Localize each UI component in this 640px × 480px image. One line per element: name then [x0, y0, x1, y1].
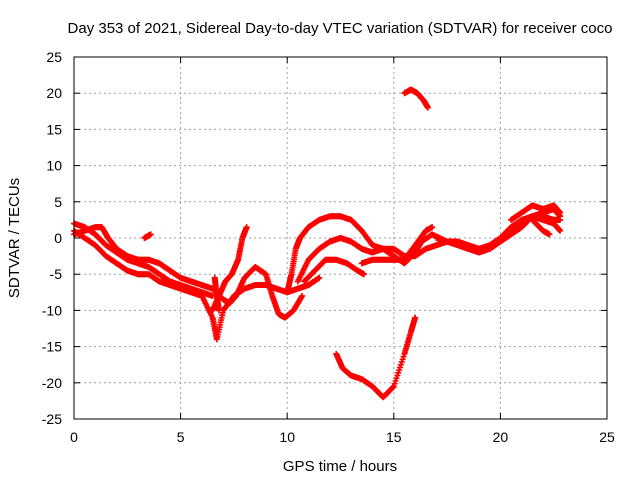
- data-point: [147, 231, 154, 238]
- data-point: [557, 227, 564, 234]
- data-point: [316, 274, 323, 281]
- y-tick-label: 0: [54, 230, 62, 246]
- series-sat-o: [333, 314, 419, 401]
- y-tick-label: -25: [42, 411, 62, 427]
- axis-ticks: 0 5 10 15 20 25 -25 -20 -15 -10 -5 0 5 10 15 20 25: [42, 49, 615, 445]
- x-tick-label: 15: [386, 429, 402, 445]
- series-sat-b: [71, 227, 323, 343]
- data-point: [557, 209, 564, 216]
- y-tick-label: 5: [54, 194, 62, 210]
- y-tick-label: -15: [42, 339, 62, 355]
- data-point: [424, 104, 431, 111]
- series-sat-c: [71, 224, 306, 321]
- x-tick-label: 5: [177, 429, 185, 445]
- chart-title: Day 353 of 2021, Sidereal Day-to-day VTE…: [68, 20, 613, 37]
- x-tick-label: 0: [70, 429, 78, 445]
- y-axis-label: SDTVAR / TECUs: [6, 178, 23, 298]
- x-axis-label: GPS time / hours: [283, 458, 397, 475]
- x-tick-label: 10: [279, 429, 295, 445]
- y-tick-label: -5: [50, 266, 63, 282]
- x-tick-label: 20: [493, 429, 509, 445]
- data-point: [215, 307, 222, 314]
- data-point: [389, 384, 396, 391]
- y-tick-label: 15: [46, 121, 62, 137]
- data-point: [243, 224, 250, 231]
- y-tick-label: 10: [46, 158, 62, 174]
- data-point: [546, 231, 553, 238]
- data-point: [412, 314, 419, 321]
- x-tick-label: 25: [599, 429, 615, 445]
- y-tick-label: -20: [42, 375, 62, 391]
- series-sat-d: [141, 231, 154, 241]
- series-sat-f: [211, 274, 222, 314]
- data-point: [299, 292, 306, 299]
- series-sat-l: [508, 202, 564, 223]
- data-point: [429, 224, 436, 231]
- series-sat-m: [529, 216, 553, 238]
- series-sat-n: [401, 86, 431, 111]
- y-tick-label: 20: [46, 85, 62, 101]
- data-point: [360, 271, 367, 278]
- series-sat-j: [358, 224, 436, 267]
- y-tick-label: 25: [46, 49, 62, 65]
- y-tick-label: -10: [42, 302, 62, 318]
- data-marks: [71, 86, 564, 401]
- series-sat-i: [301, 256, 367, 285]
